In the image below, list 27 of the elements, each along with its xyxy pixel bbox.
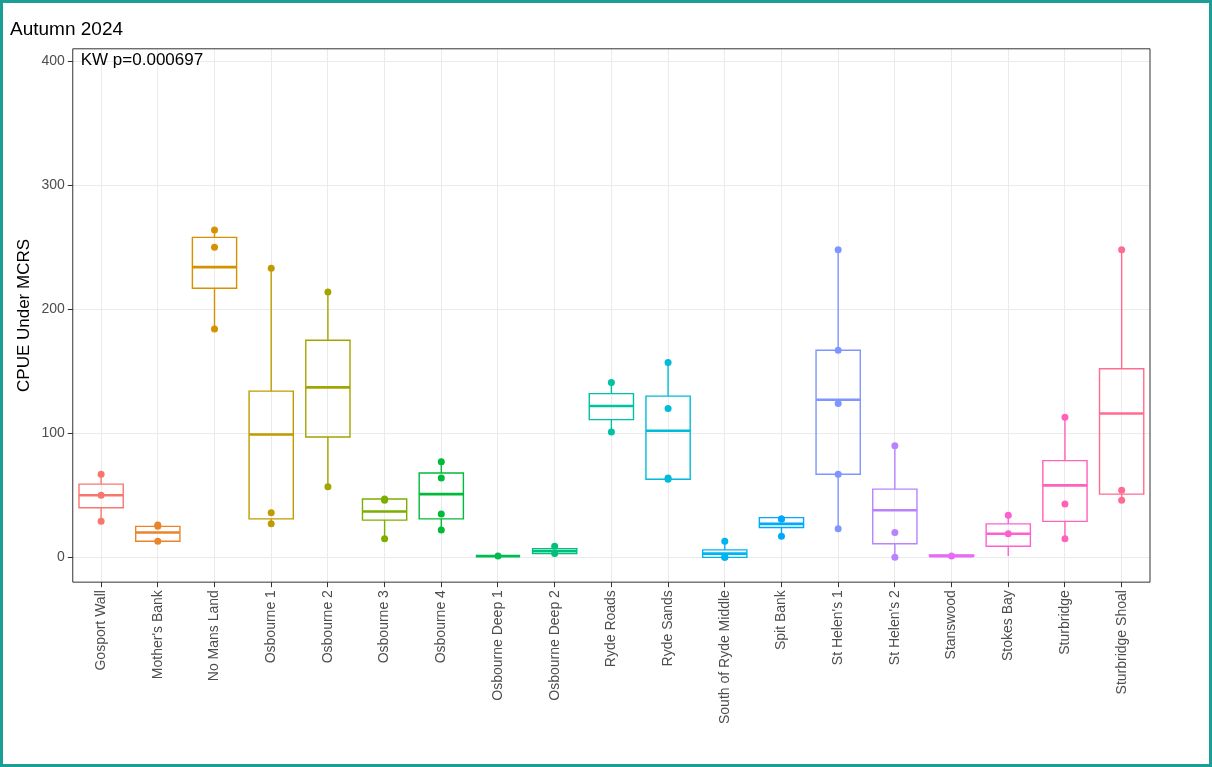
annotation: KW p=0.000697 [80, 49, 204, 69]
chart-title: Autumn 2024 [10, 17, 124, 39]
y-tick-label: 0 [56, 548, 65, 565]
x-tick-label: St Helen's 2 [885, 589, 902, 666]
x-tick-label: Osbourne 4 [432, 589, 449, 664]
x-tick-label: Osbourne Deep 2 [545, 589, 562, 701]
y-tick-label: 100 [41, 424, 65, 441]
y-tick-label: 300 [41, 176, 65, 193]
x-tick-label: Gosport Wall [91, 590, 108, 671]
x-tick-label: Sturbridge Shoal [1112, 590, 1129, 695]
y-tick-label: 400 [41, 52, 65, 69]
x-tick-label: Ryde Roads [602, 590, 619, 668]
x-tick-label: Osbourne 2 [318, 589, 335, 664]
x-tick-label: Osbourne 1 [262, 589, 279, 664]
x-tick-label: Sturbridge [1055, 589, 1072, 655]
x-tick-label: South of Ryde Middle [715, 589, 732, 724]
x-tick-label: Spit Bank [772, 589, 789, 651]
x-tick-label: Ryde Sands [658, 590, 675, 667]
x-tick-label: Osbourne Deep 1 [488, 589, 505, 701]
x-tick-label: Mother's Bank [148, 589, 165, 680]
y-axis-title: CPUE Under MCRS [13, 238, 33, 392]
x-tick-label: St Helen's 1 [829, 589, 846, 666]
y-tick-label: 200 [41, 300, 65, 317]
x-tick-label: Stokes Bay [999, 590, 1016, 661]
x-tick-label: Osbourne 3 [375, 589, 392, 664]
x-tick-label: Stanswood [942, 590, 959, 660]
x-tick-label: No Mans Land [205, 590, 222, 682]
